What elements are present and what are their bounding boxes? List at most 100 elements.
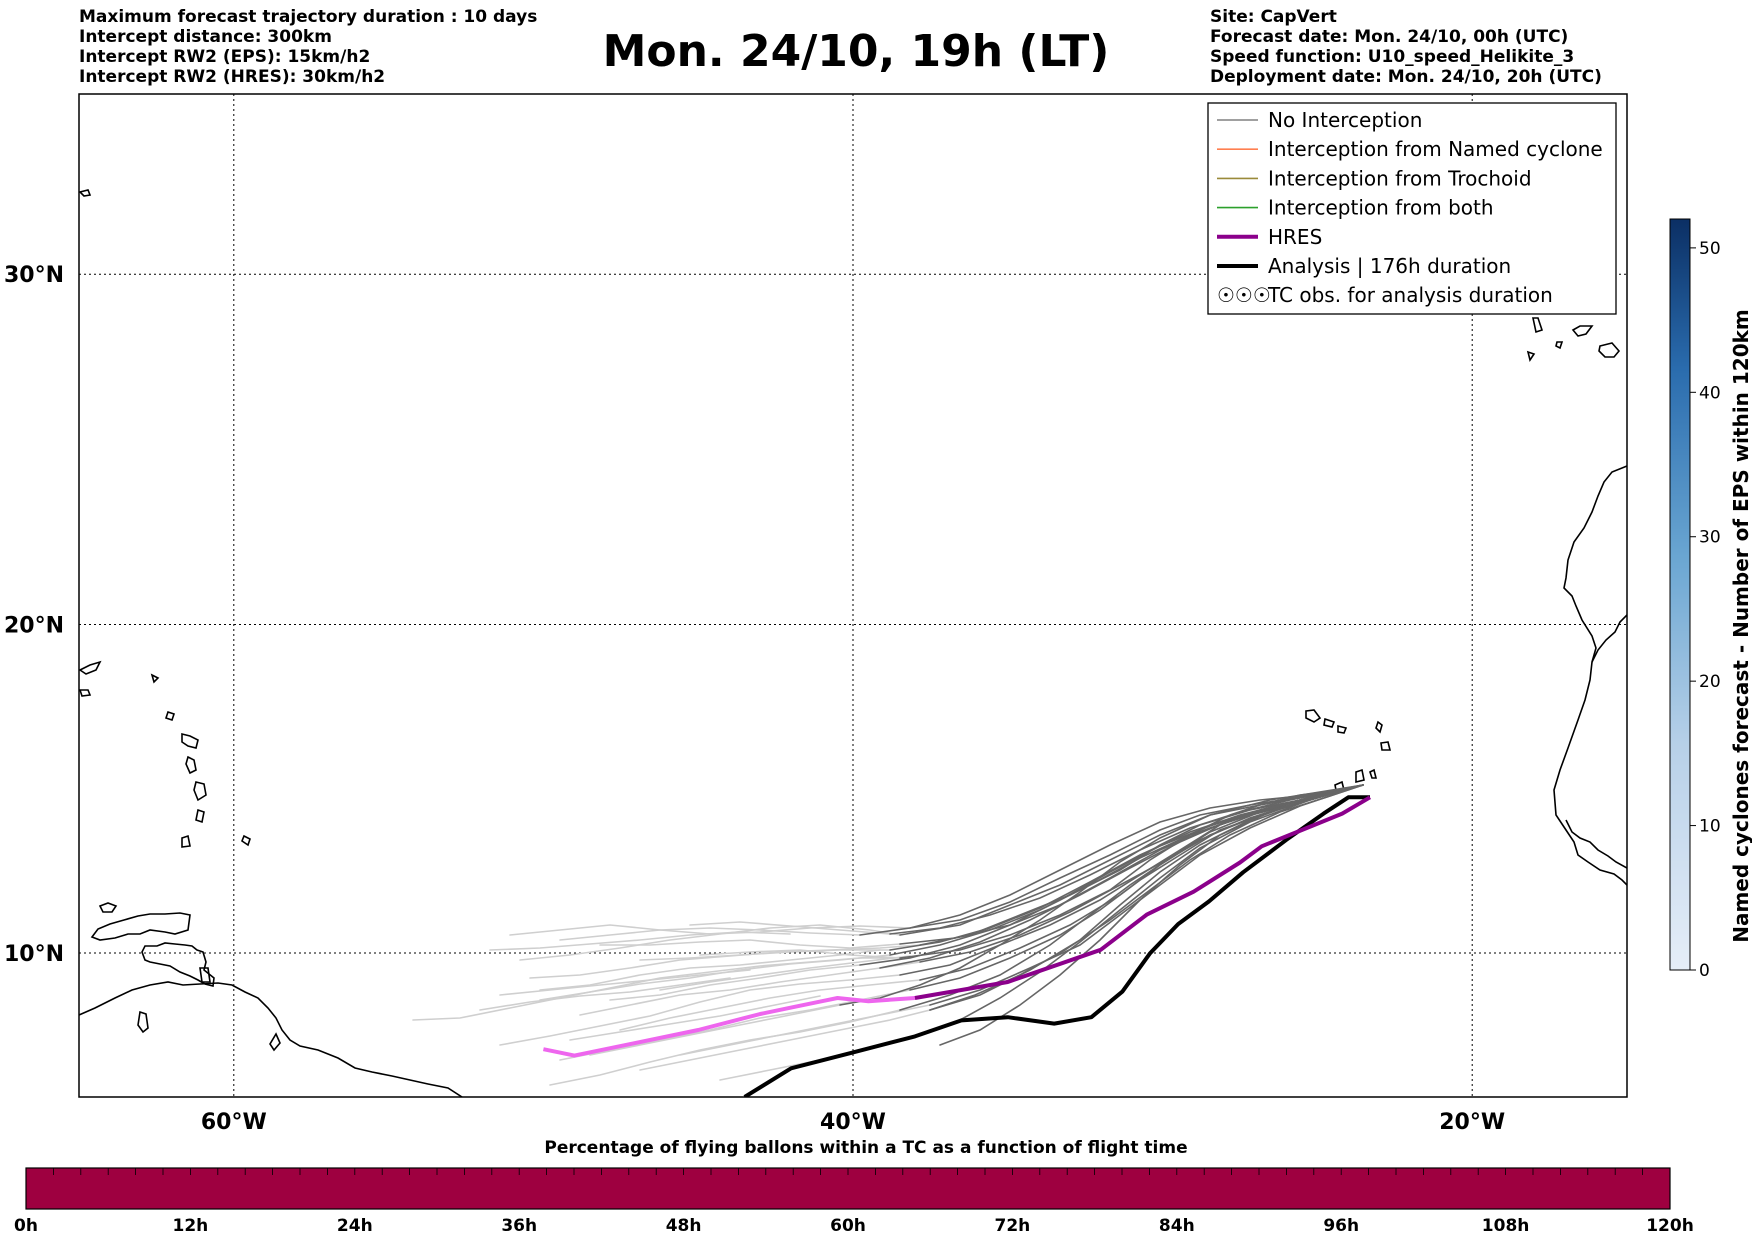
coastline-capeverde-2 [1323,717,1336,728]
coastline-antilles-4 [185,755,197,775]
lon-tick-label: 60°W [201,1110,267,1135]
colorbar-bottom-tick-label: 108h [1482,1216,1530,1236]
coastline-antilles-9 [164,710,176,722]
colorbar-bottom-tick-label: 36h [501,1216,537,1236]
coastline-canary-4 [1555,341,1564,350]
intercept-distance-text: Intercept distance: 300km [79,27,332,47]
colorbar-bottom-tick-label: 12h [173,1216,209,1236]
legend-item: No Interception [1217,108,1422,132]
header-right-info: Site: CapVert Forecast date: Mon. 24/10,… [1210,7,1602,87]
max-duration-text: Maximum forecast trajectory duration : 1… [79,7,538,27]
map-frame [78,93,1628,1098]
coastline-antilles-2 [79,689,92,697]
coastline-antilles-6 [195,808,205,824]
hres-track-early [542,996,916,1058]
eps-trajectories-dark [839,784,1364,1046]
colorbar-bottom-tick-label: 72h [995,1216,1031,1236]
legend-item: HRES [1217,225,1322,249]
legend: No Interception Interception from Named c… [1207,102,1617,315]
colorbar-bottom-tick-label: 0h [14,1216,38,1236]
coastline-capeverde-4 [1375,720,1383,734]
coastline-margarita [90,912,191,941]
coastline-antilles-11 [199,967,211,983]
coastline-island-small-2 [269,1032,281,1052]
hres-track [914,795,1372,1000]
legend-label: Analysis | 176h duration [1268,254,1511,278]
legend-label: TC obs. for analysis duration [1267,283,1553,307]
deployment-date-text: Deployment date: Mon. 24/10, 20h (UTC) [1210,67,1602,87]
colorbar-right: 0 10 20 30 40 50 Named cyclones forecast - Nu… [1669,218,1752,981]
colorbar-bottom-ticks: 0h 12h 24h 36h 48h 60h 72h 84h 96h 108h 120h [14,1168,1694,1236]
legend-items: No Interception Interception from Named c… [1217,108,1603,307]
coastline-antilles-7 [181,834,191,848]
eps-trajectories-light [412,921,931,1086]
coastline-canary-2 [1598,342,1621,358]
legend-item: Analysis | 176h duration [1217,254,1511,278]
coastline-island-small-3 [137,1010,149,1034]
coastline-capeverde-7 [1355,768,1365,784]
legend-label: Interception from both [1268,196,1494,220]
colorbar-right-gradient [1669,218,1691,971]
coastline-africa-inland [1591,614,1627,663]
colorbar-bottom-tick-label: 84h [1159,1216,1195,1236]
coastline-canary-1 [1571,325,1594,337]
colorbar-right-tick-label: 30 [1699,528,1721,548]
legend-item: Interception from both [1217,196,1494,220]
lon-tick-label: 20°W [1439,1110,1505,1135]
legend-label: HRES [1268,225,1322,249]
lat-tick-label: 10°N [4,942,64,967]
colorbar-bottom-tick-label: 24h [337,1216,373,1236]
coastline-antilles-10 [150,673,160,684]
coastline-south-america [79,981,463,1097]
colorbar-right-tick-label: 50 [1699,239,1721,259]
coastline-antilles-1 [79,660,102,675]
colorbar-bottom-tick-label: 48h [666,1216,702,1236]
coastline-antilles-8 [241,834,251,847]
colorbar-bottom-title: Percentage of flying ballons within a TC… [544,1138,1187,1158]
header-left-info: Maximum forecast trajectory duration : 1… [79,7,537,87]
colorbar-right-tick-label: 20 [1699,672,1721,692]
coastline-canary-5 [1526,350,1536,362]
colorbar-bottom-tick-label: 96h [1323,1216,1359,1236]
colorbar-bottom-tick-label: 60h [830,1216,866,1236]
coastline-antilles-3 [181,732,199,749]
coastlines [79,189,1627,1097]
colorbar-right-tick-label: 10 [1699,817,1721,837]
lat-tick-label: 30°N [4,263,64,288]
coastline-capeverde-1 [1305,709,1322,723]
legend-item: ☉☉☉TC obs. for analysis duration [1217,283,1553,307]
colorbar-right-title: Named cyclones forecast - Number of EPS … [1729,309,1752,943]
legend-box [1207,102,1617,315]
colorbar-right-tick-label: 40 [1699,383,1721,403]
speed-function-text: Speed function: U10_speed_Helikite_3 [1210,47,1575,67]
coastline-capeverde-3 [1337,724,1348,734]
coastline-capeverde-5 [1380,741,1392,751]
legend-item: Interception from Named cyclone [1217,137,1603,161]
colorbar-bottom-tick-label: 120h [1646,1216,1694,1236]
coastline-capeverde-8 [1369,768,1378,779]
page-title: Mon. 24/10, 19h (LT) [602,26,1110,77]
eps-trajectories [412,784,1364,1086]
coastline-canary-3 [1532,317,1544,334]
colorbar-bottom: Percentage of flying ballons within a TC… [14,1138,1694,1236]
lat-tick-label: 20°N [4,614,64,639]
tc-symbol-icon: ☉☉☉ [1217,283,1271,307]
tracks-layer [542,795,1372,1097]
coastline-antilles-12 [79,189,92,197]
coastline-antilles-5 [193,781,207,802]
site-text: Site: CapVert [1210,7,1337,27]
intercept-eps-text: Intercept RW2 (EPS): 15km/h2 [79,47,371,67]
legend-label: No Interception [1268,108,1422,132]
legend-item: Interception from Trochoid [1217,166,1532,190]
legend-label: Interception from Trochoid [1268,166,1532,190]
axis-labels: 30°N 20°N 10°N 60°W 40°W 20°W [4,263,1505,1135]
legend-label: Interception from Named cyclone [1268,137,1603,161]
lon-tick-label: 40°W [820,1110,886,1135]
intercept-hres-text: Intercept RW2 (HRES): 30km/h2 [79,67,386,87]
coastline-africa-ragged [1565,819,1627,869]
colorbar-right-ticks: 0 10 20 30 40 50 [1690,239,1721,981]
colorbar-right-tick-label: 0 [1699,961,1710,981]
coastline-island-small-1 [98,902,118,913]
forecast-date-text: Forecast date: Mon. 24/10, 00h (UTC) [1210,27,1569,47]
